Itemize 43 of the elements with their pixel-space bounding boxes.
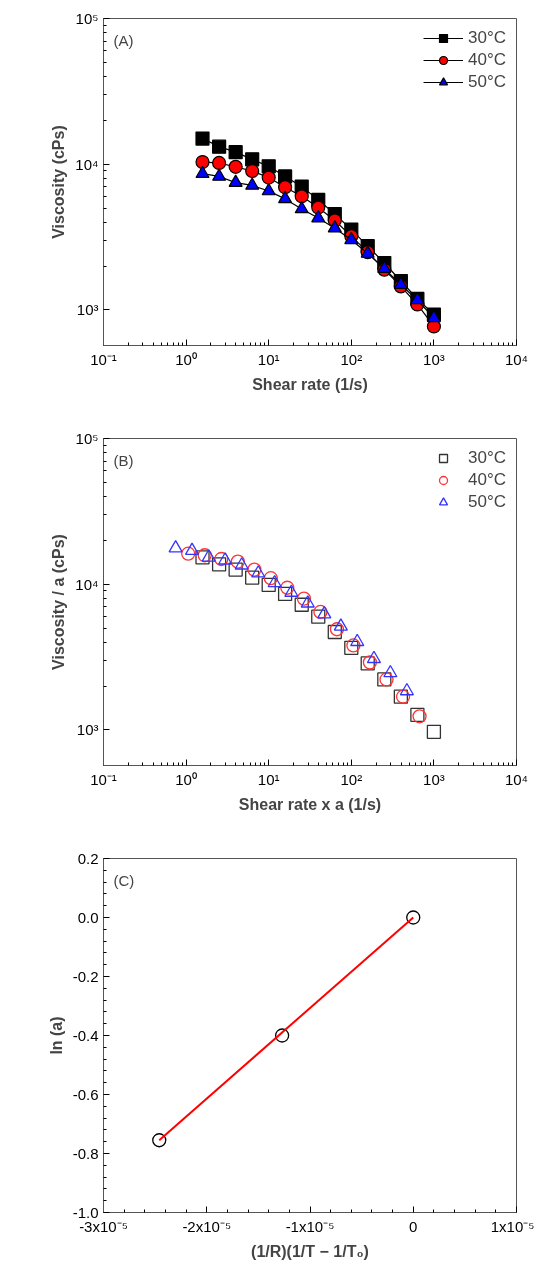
x-axis-title: Shear rate x a (1/s) — [238, 795, 382, 813]
x-tick-label: 1x10⁻⁵ — [490, 1217, 534, 1235]
annotation: (B) — [113, 451, 134, 469]
x-tick-label: 10⁻¹ — [90, 770, 117, 788]
x-axis-title: (1/R)(1/T − 1/T₀) — [251, 1242, 369, 1260]
x-tick-label: 10⁴ — [504, 350, 529, 368]
legend-label: 40°C — [468, 470, 506, 490]
x-tick-label: 10¹ — [257, 350, 280, 368]
annotation: (A) — [113, 31, 134, 49]
y-tick-label: 10⁴ — [75, 155, 99, 173]
y-axis-title: Viscosity (cPs) — [50, 125, 68, 239]
legend-label: 30°C — [468, 448, 506, 468]
x-tick-label: -2x10⁻⁵ — [182, 1217, 232, 1235]
y-tick-label: 10⁵ — [75, 430, 99, 447]
x-tick-label: 10³ — [423, 350, 445, 368]
y-tick-label: 0.2 — [77, 849, 99, 867]
x-tick-label: 10⁰ — [175, 770, 197, 788]
legend-label: 40°C — [468, 50, 506, 70]
y-tick-label: -0.2 — [72, 967, 99, 985]
x-tick-label: 10¹ — [257, 770, 280, 788]
y-tick-label: -0.6 — [72, 1085, 99, 1103]
x-tick-label: 0 — [409, 1217, 418, 1235]
y-tick-label: -0.4 — [72, 1026, 99, 1044]
x-axis-title: Shear rate (1/s) — [252, 375, 368, 393]
legend-label: 30°C — [468, 28, 506, 48]
annotation: (C) — [113, 871, 135, 889]
x-tick-label: 10² — [340, 350, 363, 368]
y-tick-label: 0.0 — [77, 908, 99, 926]
y-tick-label: 10³ — [76, 721, 99, 739]
x-tick-label: 10⁴ — [504, 770, 529, 788]
x-tick-label: -1x10⁻⁵ — [285, 1217, 335, 1235]
y-tick-label: 10⁵ — [75, 10, 99, 27]
y-axis-title: Viscosity / a (cPs) — [50, 534, 68, 670]
x-tick-label: 10² — [340, 770, 363, 788]
y-tick-label: -0.8 — [72, 1144, 99, 1162]
legend-label: 50°C — [468, 492, 506, 512]
y-axis-title: ln (a) — [47, 1016, 65, 1055]
x-tick-label: 10⁰ — [175, 350, 197, 368]
x-tick-label: 10⁻¹ — [90, 350, 117, 368]
y-tick-label: 10³ — [76, 301, 99, 319]
legend-label: 50°C — [468, 72, 506, 92]
x-tick-label: 10³ — [423, 770, 445, 788]
y-tick-label: 10⁴ — [75, 575, 99, 593]
